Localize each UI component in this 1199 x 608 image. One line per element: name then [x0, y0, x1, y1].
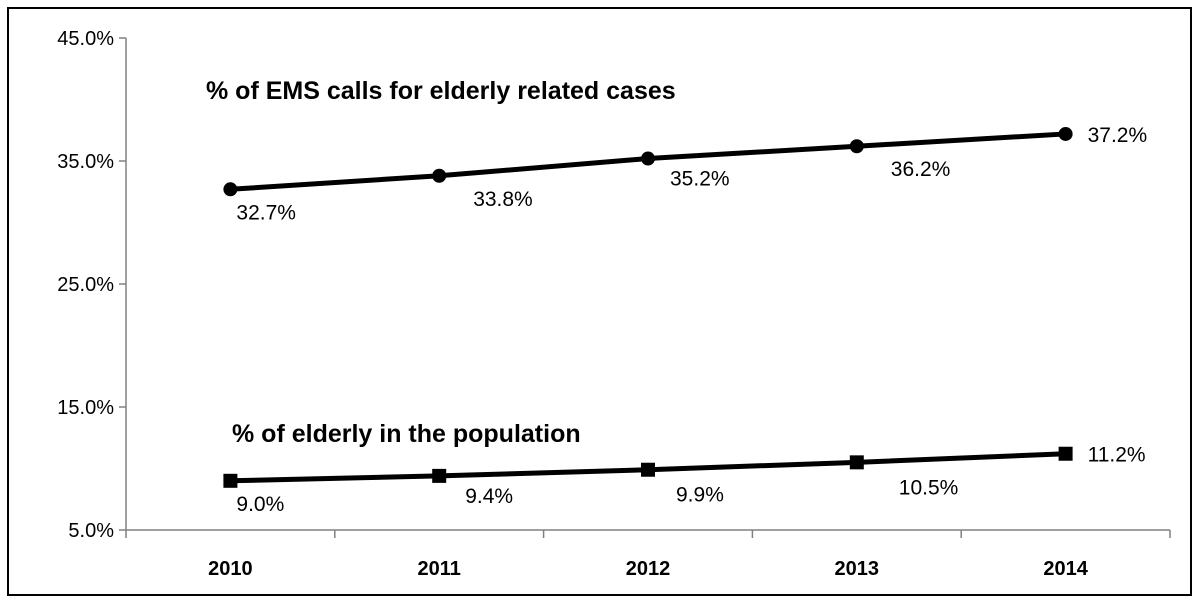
- data-label: 33.8%: [473, 188, 533, 211]
- data-point-circle: [849, 139, 864, 154]
- x-tick-label: 2011: [418, 558, 461, 580]
- data-label: 32.7%: [236, 201, 296, 224]
- y-tick-label: 15.0%: [57, 397, 114, 419]
- data-point-circle: [432, 168, 447, 183]
- data-point-square: [432, 468, 447, 483]
- series-name-label: % of EMS calls for elderly related cases: [206, 77, 676, 105]
- data-point-circle: [1058, 126, 1073, 141]
- data-label: 35.2%: [670, 168, 730, 191]
- data-point-square: [223, 473, 238, 488]
- y-tick-label: 25.0%: [57, 274, 114, 296]
- x-tick-label: 2013: [835, 558, 880, 580]
- data-point-circle: [641, 151, 655, 166]
- y-tick-label: 35.0%: [57, 151, 114, 173]
- data-point-square: [849, 455, 864, 470]
- data-label: 37.2%: [1088, 124, 1148, 147]
- series-name-label: % of elderly in the population: [232, 420, 581, 448]
- x-tick-label: 2012: [626, 558, 671, 580]
- y-tick-label: 5.0%: [68, 520, 114, 542]
- x-tick-label: 2010: [208, 558, 253, 580]
- chart-border: [7, 7, 1192, 596]
- data-label: 10.5%: [899, 476, 959, 499]
- data-label: 9.0%: [236, 493, 284, 516]
- y-tick-label: 45.0%: [57, 28, 114, 50]
- data-label: 11.2%: [1088, 444, 1146, 467]
- data-point-square: [1058, 446, 1073, 461]
- data-point-square: [641, 462, 655, 477]
- x-tick-label: 2014: [1043, 558, 1088, 580]
- data-label: 9.9%: [676, 484, 724, 507]
- data-label: 9.4%: [465, 485, 513, 508]
- data-label: 36.2%: [891, 158, 951, 181]
- data-point-circle: [223, 182, 238, 197]
